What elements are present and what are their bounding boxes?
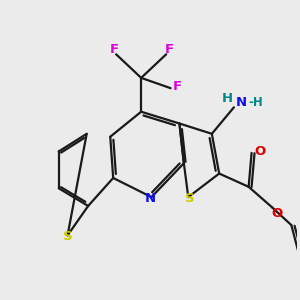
- Text: N: N: [236, 95, 247, 109]
- Text: F: F: [165, 44, 174, 56]
- Text: F: F: [172, 80, 182, 93]
- Text: S: S: [185, 192, 195, 205]
- Text: -H: -H: [249, 95, 263, 109]
- Text: N: N: [144, 192, 156, 205]
- Text: S: S: [63, 230, 72, 243]
- Text: O: O: [254, 145, 266, 158]
- Text: H: H: [222, 92, 233, 105]
- Text: F: F: [110, 44, 119, 56]
- Text: O: O: [271, 207, 282, 220]
